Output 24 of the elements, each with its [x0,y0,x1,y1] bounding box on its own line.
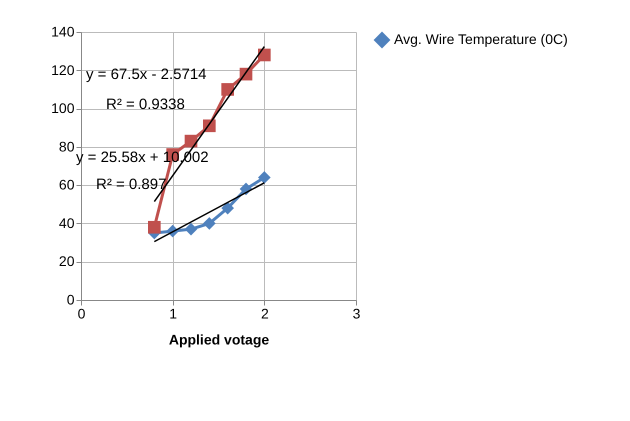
point [221,202,234,214]
point [258,171,271,184]
point [184,134,198,148]
legend-label: Avg. Wire Temperature (0C) [394,31,568,47]
point [221,83,234,96]
y-tick-label: 60 [58,176,75,193]
x-tick-label: 3 [352,306,361,322]
y-tick-label: 120 [51,62,75,78]
y-tick-label: 40 [58,214,75,231]
x-axis-title: Applied votage [168,332,270,348]
annotation: y = 67.5x - 2.5714 [86,66,206,83]
y-tick-label: 20 [58,253,75,270]
x-tick-label: 1 [169,306,178,322]
point [184,222,198,236]
annotation: R² = 0.9338 [106,96,185,113]
y-tick-label: 80 [58,138,75,154]
y-tick-label: 140 [51,24,75,40]
y-tick-label: 100 [51,100,75,116]
point [258,48,271,62]
y-tick-label: 0 [66,292,75,308]
x-tick-label: 0 [78,306,86,322]
point [203,217,216,230]
point [148,220,161,234]
x-tick-label: 2 [260,306,269,322]
